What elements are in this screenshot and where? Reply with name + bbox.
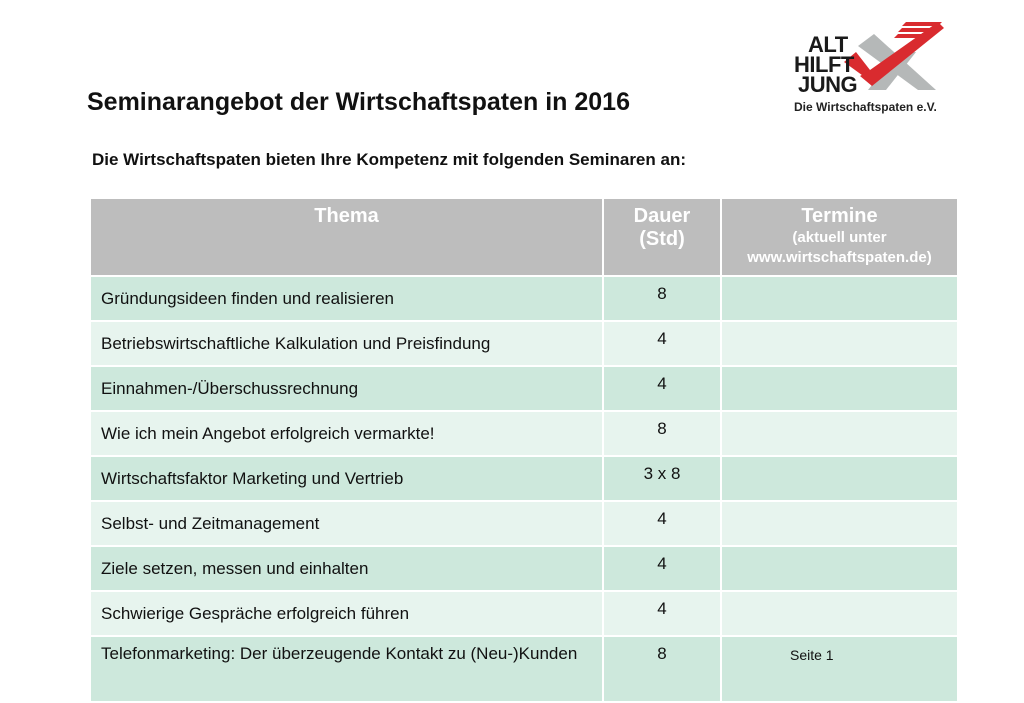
seminar-table: Thema Dauer (Std) Termine (aktuell unter… <box>89 197 959 703</box>
table-header-row: Thema Dauer (Std) Termine (aktuell unter… <box>89 197 959 277</box>
header-dauer-unit: (Std) <box>639 228 685 250</box>
table-row: Wirtschaftsfaktor Marketing und Vertrieb… <box>89 455 959 502</box>
cell-dauer: 4 <box>602 365 722 412</box>
cell-termine <box>720 365 959 412</box>
cell-dauer: 4 <box>602 590 722 637</box>
cell-thema: Selbst- und Zeitmanagement <box>89 500 604 547</box>
cell-dauer: 4 <box>602 545 722 592</box>
cell-termine <box>720 635 959 703</box>
header-dauer-label: Dauer <box>633 205 691 227</box>
page-title: Seminarangebot der Wirtschaftspaten in 2… <box>87 88 630 116</box>
cell-dauer: 8 <box>602 275 722 322</box>
table-row: Ziele setzen, messen und einhalten 4 <box>89 545 959 592</box>
cell-termine <box>720 500 959 547</box>
logo: ALT HILFT JUNG Die Wirtschaftspaten e.V. <box>786 18 956 118</box>
header-termine-note-2: www.wirtschaftspaten.de) <box>747 249 932 266</box>
cell-termine <box>720 545 959 592</box>
cell-dauer: 8 <box>602 635 722 703</box>
logo-checkmark-icon <box>844 22 944 90</box>
header-thema-label: Thema <box>314 205 379 227</box>
table-row: Wie ich mein Angebot erfolgreich vermark… <box>89 410 959 457</box>
table-row: Telefonmarketing: Der überzeugende Konta… <box>89 635 959 703</box>
table-row: Betriebswirtschaftliche Kalkulation und … <box>89 320 959 367</box>
cell-thema: Telefonmarketing: Der überzeugende Konta… <box>89 635 604 703</box>
logo-subtitle: Die Wirtschaftspaten e.V. <box>794 100 937 114</box>
cell-dauer: 3 x 8 <box>602 455 722 502</box>
page-subtitle: Die Wirtschaftspaten bieten Ihre Kompete… <box>92 150 686 169</box>
cell-termine <box>720 320 959 367</box>
logo-line-jung: JUNG <box>798 72 858 97</box>
header-termine: Termine (aktuell unter www.wirtschaftspa… <box>720 197 959 277</box>
table-row: Einnahmen-/Überschussrechnung 4 <box>89 365 959 412</box>
cell-thema: Wie ich mein Angebot erfolgreich vermark… <box>89 410 604 457</box>
header-thema: Thema <box>89 197 604 277</box>
logo-line-hilft: HILFT <box>794 52 854 77</box>
table-row: Selbst- und Zeitmanagement 4 <box>89 500 959 547</box>
cell-thema: Ziele setzen, messen und einhalten <box>89 545 604 592</box>
cell-dauer: 4 <box>602 500 722 547</box>
cell-termine <box>720 275 959 322</box>
cell-termine <box>720 455 959 502</box>
table-row: Gründungsideen finden und realisieren 8 <box>89 275 959 322</box>
cell-dauer: 8 <box>602 410 722 457</box>
header-dauer: Dauer (Std) <box>602 197 722 277</box>
page-number: Seite 1 <box>790 647 834 663</box>
logo-line-alt: ALT <box>808 32 848 57</box>
cell-thema: Betriebswirtschaftliche Kalkulation und … <box>89 320 604 367</box>
cell-termine <box>720 590 959 637</box>
cell-thema: Einnahmen-/Überschussrechnung <box>89 365 604 412</box>
cell-thema: Schwierige Gespräche erfolgreich führen <box>89 590 604 637</box>
cell-dauer: 4 <box>602 320 722 367</box>
table-row: Schwierige Gespräche erfolgreich führen … <box>89 590 959 637</box>
cell-thema: Gründungsideen finden und realisieren <box>89 275 604 322</box>
header-termine-label: Termine <box>801 205 878 227</box>
header-termine-note-1: (aktuell unter <box>792 229 887 246</box>
cell-thema: Wirtschaftsfaktor Marketing und Vertrieb <box>89 455 604 502</box>
cell-termine <box>720 410 959 457</box>
